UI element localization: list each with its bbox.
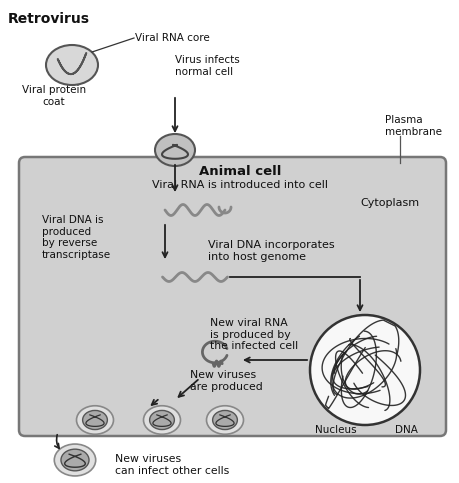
Text: Viral RNA core: Viral RNA core	[134, 33, 209, 43]
Text: DNA: DNA	[394, 425, 417, 435]
Circle shape	[309, 315, 419, 425]
Ellipse shape	[46, 45, 98, 85]
Text: Viral DNA is
produced
by reverse
transcriptase: Viral DNA is produced by reverse transcr…	[42, 215, 111, 260]
Text: Plasma
membrane: Plasma membrane	[384, 115, 441, 137]
Ellipse shape	[206, 406, 243, 434]
Ellipse shape	[143, 406, 180, 434]
Text: Nucleus: Nucleus	[314, 425, 356, 435]
Ellipse shape	[76, 406, 113, 434]
Ellipse shape	[61, 449, 89, 471]
Text: Viral RNA is introduced into cell: Viral RNA is introduced into cell	[151, 180, 327, 190]
Text: New viruses
are produced: New viruses are produced	[190, 370, 262, 392]
Text: New viral RNA
is produced by
the infected cell: New viral RNA is produced by the infecte…	[210, 318, 297, 351]
Ellipse shape	[149, 411, 174, 429]
Ellipse shape	[83, 411, 107, 429]
Ellipse shape	[54, 444, 95, 476]
Text: Viral protein
coat: Viral protein coat	[22, 85, 86, 107]
Ellipse shape	[212, 411, 237, 429]
Text: Animal cell: Animal cell	[198, 165, 280, 178]
Text: Viral DNA incorporates
into host genome: Viral DNA incorporates into host genome	[207, 240, 334, 262]
Text: New viruses
can infect other cells: New viruses can infect other cells	[115, 454, 229, 476]
Ellipse shape	[155, 134, 195, 166]
Text: Retrovirus: Retrovirus	[8, 12, 90, 26]
FancyBboxPatch shape	[19, 157, 445, 436]
Text: Virus infects
normal cell: Virus infects normal cell	[174, 55, 239, 77]
Text: Cytoplasm: Cytoplasm	[359, 198, 418, 208]
